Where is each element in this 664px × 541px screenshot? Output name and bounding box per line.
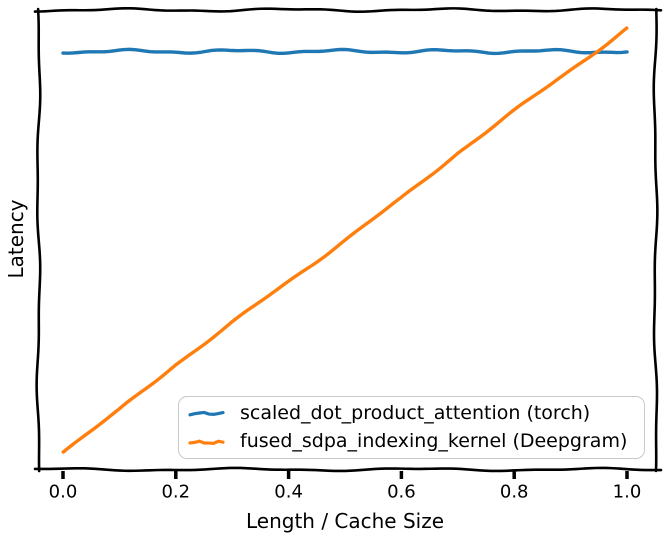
legend-swatch-line-icon: [188, 411, 225, 417]
legend-label: fused_sdpa_indexing_kernel (Deepgram): [240, 430, 628, 453]
top-spine: [33, 6, 663, 14]
x-axis-label: Length / Cache Size: [245, 509, 445, 533]
x-tick-label: 0.8: [499, 481, 529, 503]
x-tick-label: 0.4: [274, 481, 303, 503]
legend-swatch-line-icon: [188, 439, 225, 445]
plot-frame: [33, 6, 663, 473]
legend-swatch-path: [188, 439, 225, 445]
x-tick-label: 0.6: [387, 481, 416, 503]
legend-entry: fused_sdpa_indexing_kernel (Deepgram): [188, 428, 636, 457]
legend-label: scaled_dot_product_attention (torch): [240, 401, 591, 424]
x-tick-label: 0.0: [48, 481, 78, 503]
legend-box: scaled_dot_product_attention (torch) fuse…: [178, 396, 645, 459]
left-spine: [35, 7, 42, 473]
y-axis-label: Latency: [4, 199, 28, 279]
bottom-spine: [33, 466, 663, 473]
x-tick-label: 1.0: [612, 481, 642, 503]
x-axis-ticks: [61, 471, 629, 479]
series-line-deepgram: [61, 26, 629, 454]
legend-entry: scaled_dot_product_attention (torch): [188, 399, 636, 428]
series-line-torch: [61, 47, 629, 56]
legend-swatch-path: [188, 411, 225, 417]
right-spine: [652, 7, 659, 473]
x-tick-label: 0.2: [161, 481, 191, 503]
